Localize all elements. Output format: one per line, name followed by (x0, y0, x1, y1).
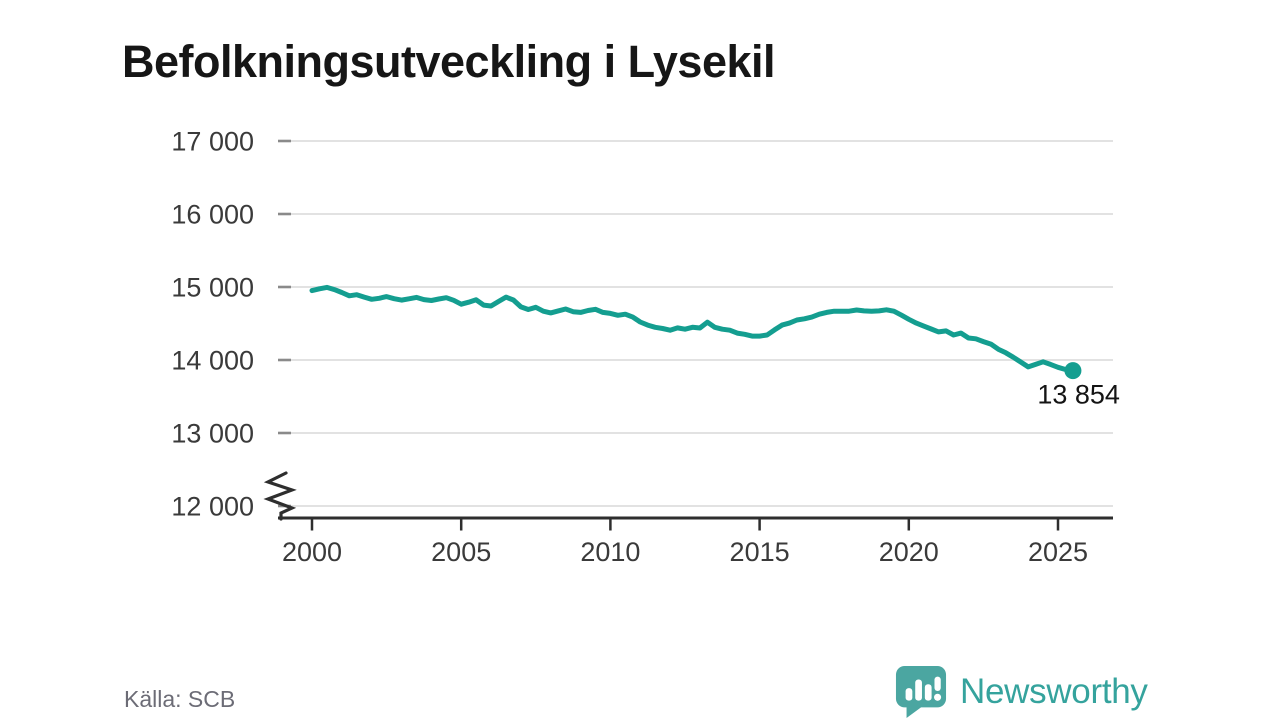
x-tick-label: 2010 (580, 537, 640, 567)
x-tick-label: 2020 (879, 537, 939, 567)
x-tick-label: 2005 (431, 537, 491, 567)
y-tick-label: 12 000 (171, 492, 254, 522)
axis-break-icon (263, 471, 297, 521)
y-tick-label: 13 000 (171, 419, 254, 449)
x-tick-label: 2000 (282, 537, 342, 567)
end-value-label: 13 854 (1037, 380, 1120, 410)
end-point-dot (1064, 362, 1082, 380)
y-tick-label: 17 000 (171, 127, 254, 157)
newsworthy-bubble-chart-icon (895, 665, 947, 718)
newsworthy-logo: Newsworthy (895, 665, 1148, 718)
y-tick-label: 16 000 (171, 200, 254, 230)
population-line (309, 284, 1076, 374)
x-tick-label: 2025 (1028, 537, 1088, 567)
x-tick-label: 2015 (730, 537, 790, 567)
newsworthy-wordmark: Newsworthy (960, 671, 1148, 711)
source-label: Källa: SCB (124, 686, 236, 712)
y-tick-label: 14 000 (171, 346, 254, 376)
page-title: Befolkningsutveckling i Lysekil (122, 36, 776, 88)
y-tick-label: 15 000 (171, 273, 254, 303)
